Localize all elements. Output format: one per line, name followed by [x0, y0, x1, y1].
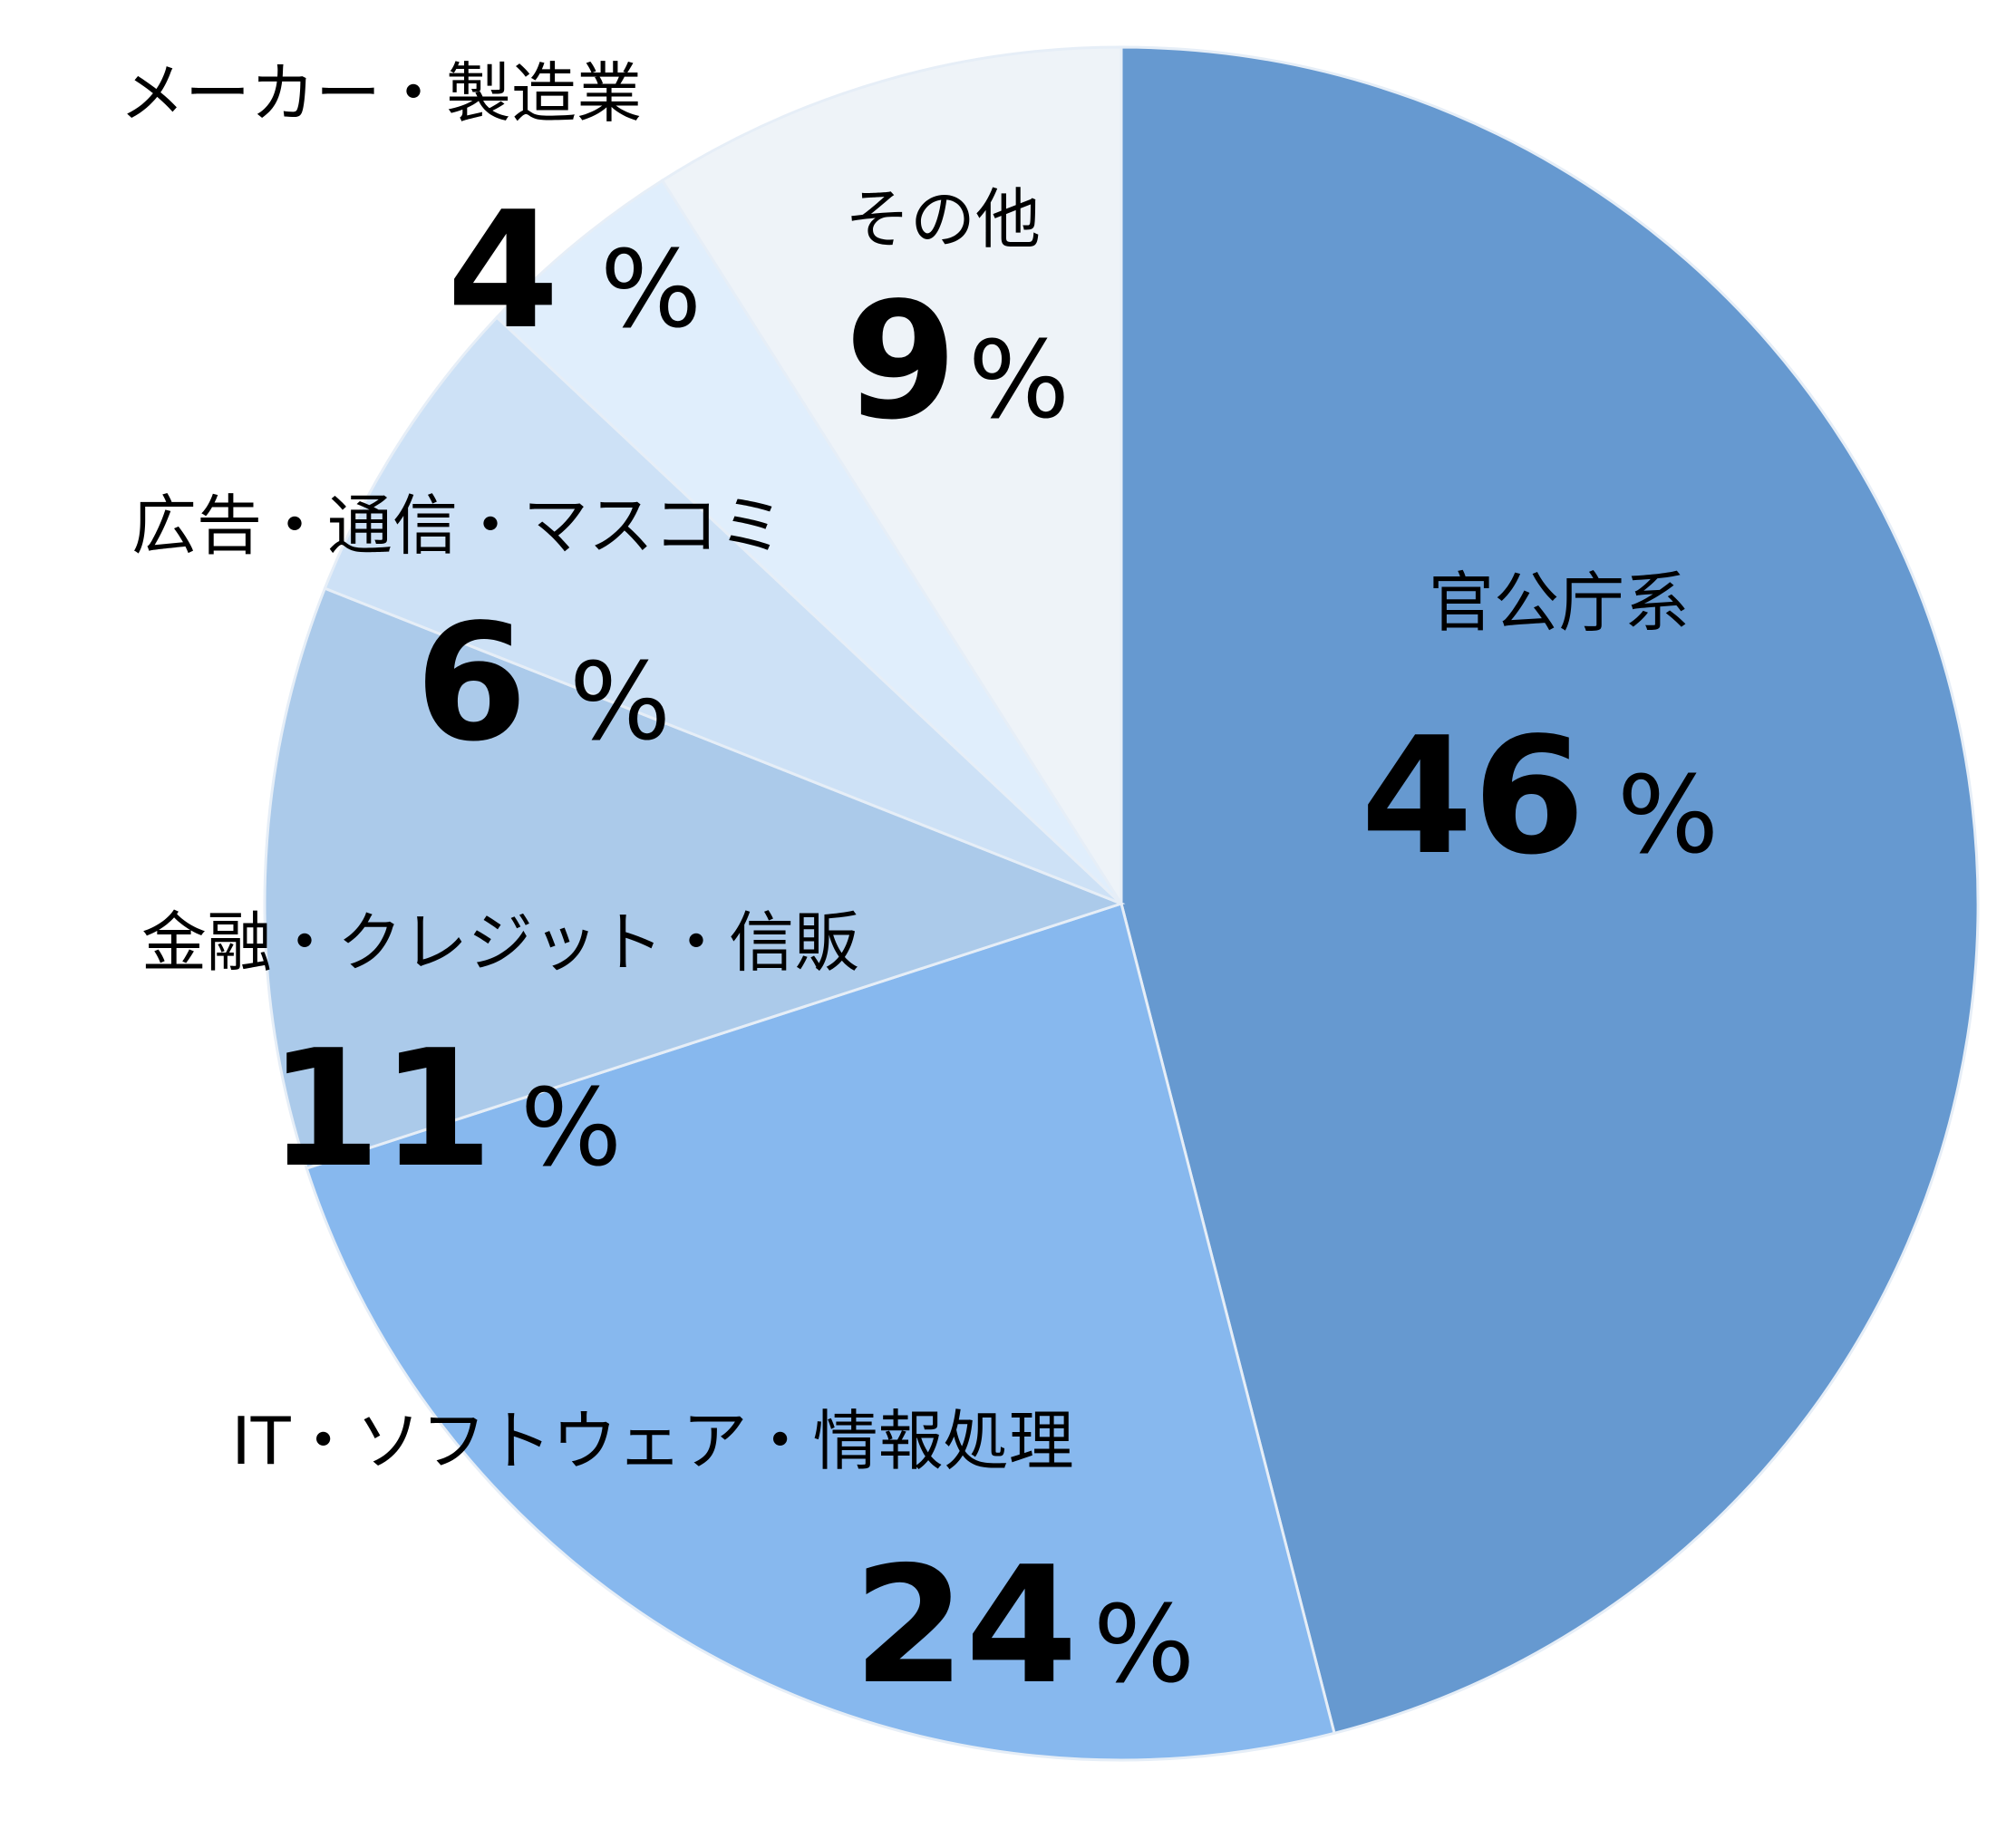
slice-value: 24 [853, 1532, 1078, 1719]
pie-slice [305, 902, 1336, 1762]
slice-percent-sign: % [1617, 752, 1719, 877]
slice-value: 6 [415, 589, 528, 777]
slice-percent-sign: % [968, 317, 1070, 442]
pie-slice [660, 45, 1123, 909]
slice-label: IT・ソフトウェア・情報処理 [231, 1403, 1073, 1479]
slice-percent-sign: % [520, 1065, 622, 1190]
slice-value: 4 [447, 177, 559, 364]
slice-value: 46 [1361, 702, 1585, 890]
pie-slice [323, 315, 1123, 905]
slice-label: 広告・通信・マスコミ [131, 488, 784, 564]
slice-label: メーカー・製造業 [120, 55, 642, 131]
slice-label: 金融・クレジット・信販 [141, 905, 859, 981]
slice-percent-sign: % [1093, 1582, 1195, 1707]
slice-percent-sign: % [600, 227, 702, 352]
slice-value: 11 [268, 1015, 493, 1203]
pie-slice [263, 586, 1126, 1170]
slice-label: その他 [845, 181, 1041, 257]
slice-value: 9 [845, 267, 957, 455]
pie-slice [495, 179, 1123, 905]
pie-slices [263, 45, 1980, 1762]
slice-label: 官公庁系 [1429, 565, 1690, 641]
pie-slice [1119, 45, 1980, 1736]
slice-percent-sign: % [569, 639, 671, 764]
